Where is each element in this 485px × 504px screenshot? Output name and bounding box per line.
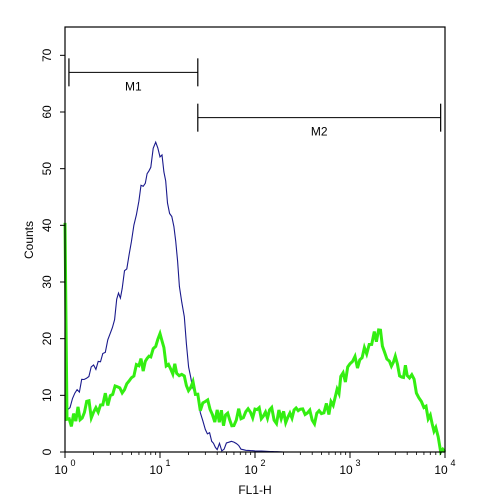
x-axis-label: FL1-H [238, 483, 271, 497]
histogram-series-1 [64, 140, 445, 453]
x-tick-exponent: 1 [165, 458, 170, 468]
plot-frame [64, 26, 446, 453]
y-tick-label: 50 [40, 162, 54, 176]
y-tick-label: 60 [40, 105, 54, 119]
gate-label-m2: M2 [311, 125, 328, 139]
x-tick-label: 10 [339, 463, 353, 477]
y-tick-label: 30 [40, 275, 54, 289]
y-tick-label: 20 [40, 332, 54, 346]
x-tick-label: 10 [434, 463, 448, 477]
gate-label-m1: M1 [125, 79, 142, 93]
x-tick-exponent: 2 [260, 458, 265, 468]
y-tick-label: 0 [40, 448, 54, 455]
y-tick-label: 70 [40, 48, 54, 62]
y-tick-label: 40 [40, 218, 54, 232]
x-tick-label: 10 [244, 463, 258, 477]
y-axis-label: Counts [22, 221, 36, 259]
x-tick-exponent: 4 [450, 458, 455, 468]
x-tick-exponent: 3 [355, 458, 360, 468]
histogram-series-2 [63, 222, 447, 456]
x-tick-label: 10 [54, 463, 68, 477]
x-tick-label: 10 [149, 463, 163, 477]
x-tick-exponent: 0 [70, 458, 75, 468]
y-tick-label: 10 [40, 388, 54, 402]
